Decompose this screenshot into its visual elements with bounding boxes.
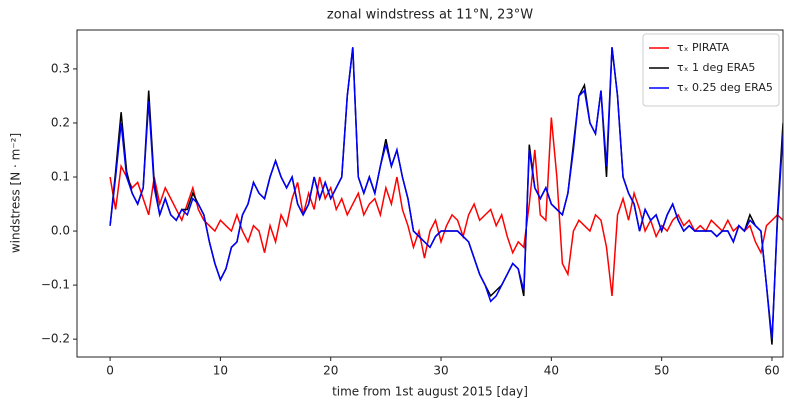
x-tick-label: 60	[764, 364, 779, 378]
x-tick-label: 10	[213, 364, 228, 378]
legend-label: τₓ 0.25 deg ERA5	[677, 81, 773, 94]
y-tick-label: 0.0	[51, 224, 70, 238]
x-axis-label: time from 1st august 2015 [day]	[332, 385, 528, 399]
y-tick-label: −0.1	[41, 278, 70, 292]
data-line	[109, 117, 783, 297]
x-tick-label: 40	[544, 364, 559, 378]
x-tick-label: 20	[323, 364, 338, 378]
data-line	[109, 47, 783, 340]
y-axis-label: windstress [N · m⁻²]	[9, 133, 23, 253]
x-tick-label: 50	[654, 364, 669, 378]
x-tick-label: 0	[106, 364, 114, 378]
chart-title: zonal windstress at 11°N, 23°W	[327, 8, 533, 23]
plot-frame	[76, 29, 784, 358]
y-tick-label: 0.1	[51, 170, 70, 184]
x-tick-label: 30	[433, 364, 448, 378]
legend-label: τₓ PIRATA	[677, 41, 730, 54]
y-tick-label: 0.3	[51, 61, 70, 75]
y-tick-label: 0.2	[51, 115, 70, 129]
legend-box	[642, 33, 780, 107]
y-tick-label: −0.2	[41, 332, 70, 346]
legend-label: τₓ 1 deg ERA5	[677, 61, 755, 74]
